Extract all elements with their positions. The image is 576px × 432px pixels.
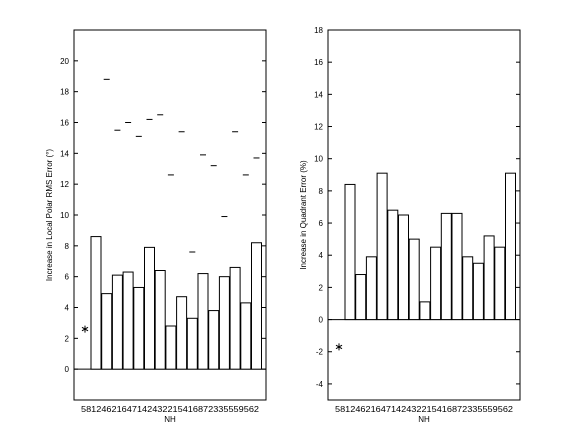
bar [165, 325, 177, 370]
y-tick-label: 0 [319, 316, 324, 325]
bar [154, 270, 166, 370]
bar [451, 212, 463, 321]
bar [462, 256, 474, 321]
bar [229, 266, 241, 370]
bar [111, 274, 123, 370]
x-axis-title: NH [418, 415, 430, 424]
bar [440, 212, 452, 321]
y-tick-label: 6 [65, 273, 70, 282]
y-tick-label: 14 [60, 149, 69, 158]
bar [472, 262, 484, 321]
star-marker [335, 344, 343, 350]
bar [186, 317, 198, 370]
y-tick-label: 6 [319, 219, 324, 228]
bar [133, 286, 145, 370]
bar [408, 238, 420, 321]
y-tick-label: 14 [314, 90, 323, 99]
x-axis-title: NH [164, 415, 176, 424]
bar [90, 236, 102, 370]
y-tick-label: 4 [319, 251, 324, 260]
y-tick-label: 16 [314, 58, 323, 67]
y-tick-label: 12 [60, 180, 69, 189]
y-tick-label: -2 [316, 348, 324, 357]
bar [251, 242, 262, 370]
y-tick-label: 2 [319, 283, 324, 292]
y-tick-label: 10 [314, 155, 323, 164]
y-tick-label: 18 [60, 88, 69, 97]
y-tick-label: 12 [314, 123, 323, 132]
y-axis-title: Increase in Quadrant Error (%) [299, 160, 308, 270]
y-tick-label: -4 [316, 380, 324, 389]
y-tick-label: 0 [65, 365, 70, 374]
bar [240, 302, 252, 370]
bar [218, 276, 230, 370]
bar [483, 235, 495, 321]
star-marker [81, 326, 89, 332]
bar [176, 296, 188, 370]
y-tick-label: 4 [65, 304, 70, 313]
bar [398, 214, 409, 321]
bar [430, 246, 442, 321]
bar [101, 293, 113, 370]
y-tick-label: 20 [60, 57, 69, 66]
y-tick-label: 16 [60, 119, 69, 128]
y-tick-label: 10 [60, 211, 69, 220]
plot-frame [327, 29, 521, 401]
bar [344, 183, 356, 321]
bar [419, 301, 431, 321]
y-tick-label: 2 [65, 334, 70, 343]
bar [387, 209, 399, 321]
x-tick-labels: 58124621647142432215416872335559562 [335, 405, 514, 414]
bar [208, 310, 220, 370]
y-axis-title: Increase in Local Polar RMS Error (°) [45, 149, 54, 281]
bar [505, 172, 516, 321]
bar [494, 246, 506, 321]
y-tick-label: 18 [314, 26, 323, 35]
bar [122, 271, 134, 370]
y-tick-label: 8 [65, 242, 70, 251]
bar [376, 172, 388, 321]
x-tick-labels: 58124621647142432215416872335559562 [81, 405, 260, 414]
y-tick-label: 8 [319, 187, 324, 196]
bar [144, 246, 155, 370]
bar [197, 273, 209, 370]
bar [355, 274, 367, 321]
bar [365, 256, 377, 321]
